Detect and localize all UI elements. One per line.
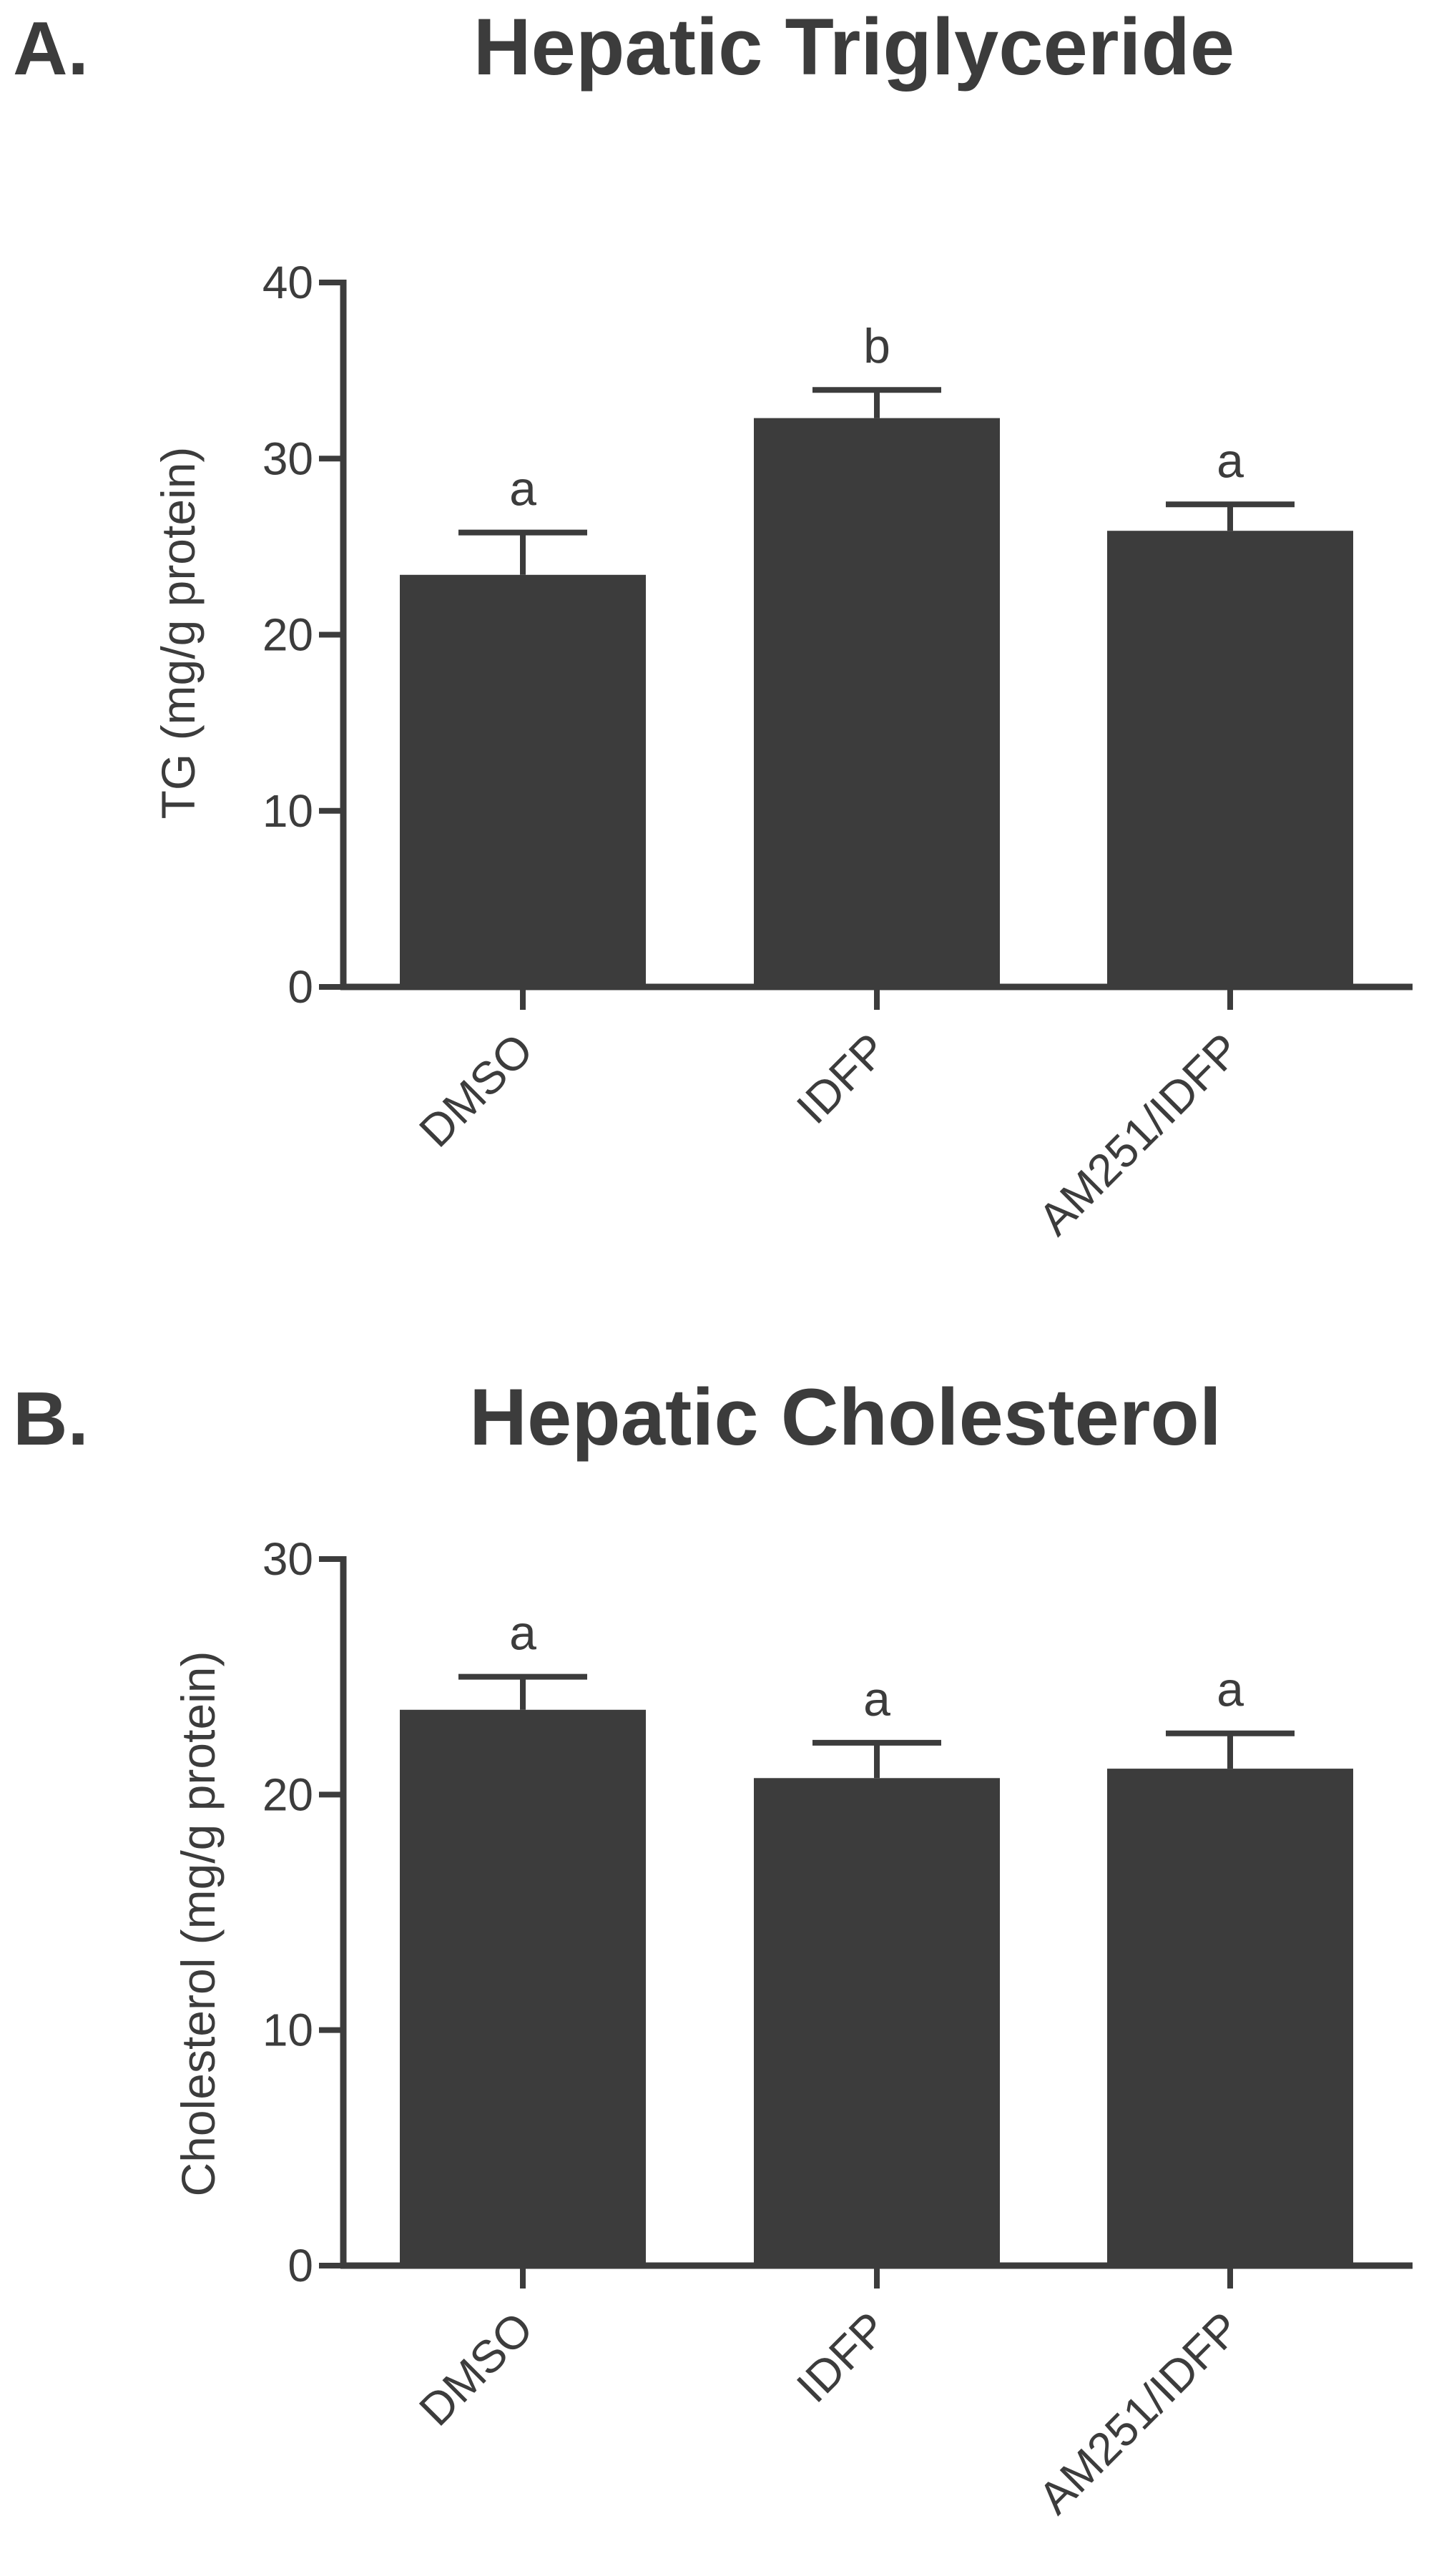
y-tick-label: 20 bbox=[262, 609, 313, 661]
y-tick-label: 30 bbox=[262, 433, 313, 484]
x-tick-label: AM251/IDFP bbox=[1028, 1023, 1250, 1245]
y-tick-label: 10 bbox=[262, 785, 313, 837]
y-tick-label: 0 bbox=[288, 961, 313, 1013]
bar-dmso bbox=[400, 1709, 646, 2266]
x-tick-label: AM251/IDFP bbox=[1028, 2302, 1250, 2524]
chart-title: Hepatic Cholesterol bbox=[469, 1372, 1222, 1462]
bar-am251-idfp bbox=[1107, 1769, 1353, 2266]
x-tick-label: DMSO bbox=[409, 2302, 543, 2436]
x-tick-label: IDFP bbox=[787, 2302, 897, 2412]
y-axis-label: Cholesterol (mg/g protein) bbox=[172, 1651, 225, 2197]
y-tick-label: 40 bbox=[262, 257, 313, 308]
panel-label: B. bbox=[13, 1377, 89, 1461]
plot-area: a DMSO a IDFP a AM251/IDFP 0 10 20 30 bbox=[262, 1533, 1413, 2524]
significance-label: a bbox=[1217, 1663, 1244, 1717]
bar-idfp bbox=[754, 418, 1000, 987]
panel-a: A. Hepatic Triglyceride TG (mg/g protein… bbox=[13, 2, 1413, 1245]
significance-label: a bbox=[863, 1672, 890, 1726]
y-axis-label: TG (mg/g protein) bbox=[152, 447, 205, 820]
y-tick-label: 0 bbox=[288, 2240, 313, 2291]
panel-label: A. bbox=[13, 6, 89, 91]
significance-label: b bbox=[863, 319, 890, 373]
x-tick-label: DMSO bbox=[409, 1023, 543, 1157]
y-tick-label: 10 bbox=[262, 2005, 313, 2056]
panel-b: B. Hepatic Cholesterol Cholesterol (mg/g… bbox=[13, 1372, 1413, 2524]
y-tick-label: 30 bbox=[262, 1533, 313, 1585]
plot-area: a DMSO b IDFP a AM251/IDFP 0 10 20 30 40 bbox=[262, 257, 1413, 1245]
significance-label: a bbox=[1217, 433, 1244, 488]
bar-dmso bbox=[400, 574, 646, 987]
x-tick-label: IDFP bbox=[787, 1023, 897, 1134]
chart-title: Hepatic Triglyceride bbox=[473, 2, 1234, 92]
significance-label: a bbox=[509, 462, 536, 516]
significance-label: a bbox=[509, 1606, 536, 1661]
y-tick-label: 20 bbox=[262, 1769, 313, 1820]
bar-am251-idfp bbox=[1107, 531, 1353, 987]
bar-idfp bbox=[754, 1778, 1000, 2266]
